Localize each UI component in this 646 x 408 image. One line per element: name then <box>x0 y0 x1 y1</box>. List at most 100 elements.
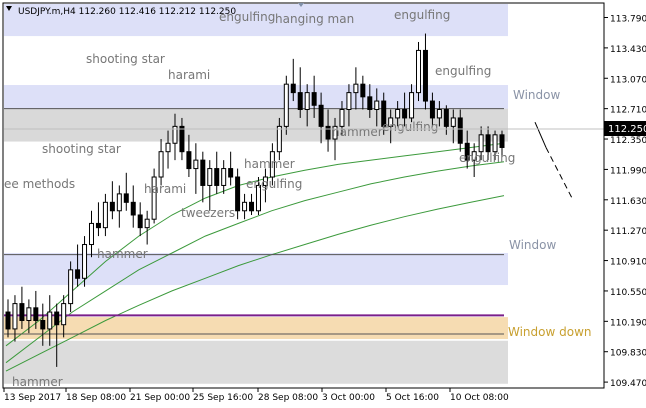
candle-body <box>332 125 338 140</box>
candle-body <box>54 311 60 326</box>
candle-body <box>367 96 373 110</box>
candle-body <box>33 307 39 321</box>
current-price-box <box>604 121 646 136</box>
candle <box>88 210 94 258</box>
collapse-triangle-icon[interactable] <box>6 6 12 11</box>
candle-body <box>464 142 470 161</box>
candle <box>422 33 428 110</box>
candle-body <box>214 168 220 186</box>
candle <box>5 299 11 338</box>
candle-body <box>429 100 435 119</box>
candle-body <box>207 168 213 186</box>
price-tick-label: 109.830 <box>610 349 646 359</box>
candle-body <box>402 108 408 119</box>
candle <box>374 88 380 127</box>
candle <box>311 75 317 118</box>
candle <box>102 193 108 237</box>
candle-body <box>137 214 143 229</box>
candle <box>464 130 470 169</box>
pattern-label: harami <box>144 182 186 196</box>
candle <box>242 193 248 220</box>
candle-body <box>485 134 491 153</box>
candle <box>144 210 150 245</box>
candle-body <box>151 176 157 220</box>
candle-body <box>492 134 498 153</box>
candle <box>33 290 39 329</box>
candle <box>26 299 32 334</box>
candle-body <box>235 176 241 212</box>
candle-body <box>318 104 324 127</box>
candle-body <box>360 83 366 98</box>
candle <box>75 244 81 287</box>
candle-body <box>82 244 88 279</box>
candle <box>436 101 442 127</box>
price-tick-label: 111.630 <box>610 197 646 207</box>
candle-body <box>325 125 331 140</box>
pattern-label: hammer <box>12 375 63 389</box>
candle <box>130 185 136 228</box>
candle <box>346 84 352 127</box>
candle <box>123 172 129 211</box>
candle-body <box>269 151 275 178</box>
candle-body <box>68 269 74 305</box>
candle <box>95 202 101 237</box>
candle <box>249 193 255 215</box>
candle-body <box>450 117 456 127</box>
candle-body <box>304 92 310 110</box>
candle <box>255 177 261 215</box>
candle <box>367 84 373 118</box>
time-tick-label: 13 Sep 2017 <box>4 393 61 403</box>
price-tick-label: 110.190 <box>610 318 646 328</box>
moving-average-1 <box>5 161 505 364</box>
projection-line-0 <box>534 121 547 148</box>
pattern-label: tweezers <box>181 206 235 220</box>
candle-body <box>443 108 449 127</box>
candle-body <box>283 83 289 127</box>
candle <box>471 143 477 178</box>
pattern-label: Window <box>513 88 561 102</box>
candle-body <box>374 100 380 110</box>
price-tick-label: 113.430 <box>610 45 646 55</box>
candle-body <box>95 222 101 229</box>
price-tick-label: 111.990 <box>610 166 646 176</box>
candle <box>388 109 394 144</box>
pattern-label: engulfing <box>435 64 491 78</box>
pattern-label: hammer <box>332 125 383 139</box>
candle <box>297 67 303 118</box>
projection-layer <box>534 121 573 199</box>
candle-body <box>221 168 227 186</box>
time-tick-label: 10 Oct 08:00 <box>450 393 509 403</box>
moving-averages-layer <box>5 142 505 372</box>
candle <box>200 151 206 203</box>
candle <box>54 303 60 367</box>
candle <box>221 160 227 194</box>
candle-body <box>144 218 150 229</box>
candle-body <box>123 193 129 203</box>
candle-body <box>116 193 122 212</box>
candle <box>214 151 220 194</box>
candle-body <box>165 142 171 153</box>
candle <box>137 202 143 237</box>
candle <box>68 261 74 313</box>
candle-body <box>276 125 282 153</box>
candle-body <box>290 83 296 94</box>
candle <box>179 117 185 161</box>
candle <box>40 303 46 346</box>
levels-layer <box>4 108 504 335</box>
candle <box>304 84 310 127</box>
candle-body <box>255 184 261 212</box>
candle-body <box>242 201 248 212</box>
zone-3 <box>4 252 508 286</box>
time-tick-label: 21 Sep 00:00 <box>130 393 190 403</box>
chart-shift-marker-icon[interactable] <box>298 3 304 7</box>
candle <box>12 295 18 342</box>
candle <box>492 130 498 161</box>
price-axis: 113.790 113.430 113.070 112.710 112.350 111.9… <box>604 15 646 389</box>
candle <box>47 295 53 346</box>
candle <box>109 181 115 220</box>
time-tick-label: 3 Oct 00:00 <box>322 393 375 403</box>
candle-body <box>249 201 255 212</box>
moving-average-0 <box>5 142 505 347</box>
